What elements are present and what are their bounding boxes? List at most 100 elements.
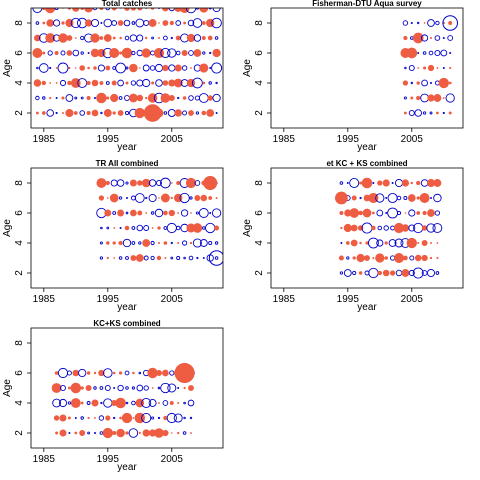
positive-residual-bubble [41,8,46,10]
positive-residual-bubble [96,92,107,104]
y-axis-label: Age [2,59,13,77]
negative-residual-bubble [175,20,182,26]
positive-residual-bubble [134,107,145,119]
positive-residual-bubble [158,402,160,404]
negative-residual-bubble [119,226,122,230]
negative-residual-bubble [434,210,441,216]
positive-residual-bubble [112,241,116,245]
negative-residual-bubble [173,413,183,423]
negative-residual-bubble [156,180,162,186]
negative-residual-bubble [442,67,445,69]
positive-residual-bubble [86,80,91,86]
negative-residual-bubble [339,271,344,275]
positive-residual-bubble [417,242,420,244]
positive-residual-bubble [183,386,186,390]
positive-residual-bubble [45,33,56,43]
negative-residual-bubble [160,177,171,189]
negative-residual-bubble [80,416,84,420]
positive-residual-bubble [162,369,169,377]
positive-residual-bubble [130,209,137,217]
positive-residual-bubble [74,431,78,435]
positive-residual-bubble [421,225,428,231]
negative-residual-bubble [42,96,46,100]
negative-residual-bubble [192,77,203,89]
positive-residual-bubble [438,77,449,89]
panel-title: KC+KS combined [93,319,160,328]
negative-residual-bubble [116,179,125,187]
negative-residual-bubble [126,197,128,199]
negative-residual-bubble [385,212,388,214]
negative-residual-bubble [106,226,110,230]
negative-residual-bubble [125,66,129,70]
positive-residual-bubble [42,21,46,25]
negative-residual-bubble [170,36,173,40]
positive-residual-bubble [174,109,182,117]
negative-residual-bubble [167,109,176,117]
positive-residual-bubble [417,67,420,69]
negative-residual-bubble [211,208,222,218]
negative-residual-bubble [189,416,193,420]
positive-residual-bubble [54,371,59,375]
positive-residual-bubble [365,241,369,245]
positive-residual-bubble [179,8,190,13]
negative-residual-bubble [124,110,130,116]
positive-residual-bubble [407,194,416,202]
positive-residual-bubble [141,48,151,58]
negative-residual-bubble [208,81,212,85]
negative-residual-bubble [32,8,43,14]
positive-residual-bubble [113,227,116,229]
y-axis-label: Age [242,219,253,237]
positive-residual-bubble [362,208,372,218]
positive-residual-bubble [406,237,417,249]
negative-residual-bubble [148,179,157,187]
positive-residual-bubble [410,181,414,185]
negative-residual-bubble [209,211,212,215]
positive-residual-bubble [403,35,408,41]
bubble-group [400,15,458,117]
negative-residual-bubble [60,385,66,391]
negative-residual-bubble [93,386,97,390]
negative-residual-bubble [79,110,85,116]
negative-residual-bubble [417,52,420,54]
positive-residual-bubble [106,256,109,260]
positive-residual-bubble [168,209,175,217]
bubble-group [32,8,223,122]
positive-residual-bubble [201,36,206,40]
positive-residual-bubble [117,110,124,116]
positive-residual-bubble [442,97,445,99]
negative-residual-bubble [148,193,157,203]
positive-residual-bubble [49,82,52,84]
positive-residual-bubble [421,254,428,262]
negative-residual-bubble [367,237,379,249]
negative-residual-bubble [136,224,144,232]
negative-residual-bubble [58,398,68,408]
negative-residual-bubble [202,257,205,259]
positive-residual-bubble [53,415,60,421]
negative-residual-bubble [131,400,136,406]
negative-residual-bubble [215,112,218,114]
positive-residual-bubble [421,240,428,246]
negative-residual-bubble [141,397,152,409]
positive-residual-bubble [412,32,424,44]
positive-residual-bubble [410,96,414,100]
positive-residual-bubble [201,110,207,116]
positive-residual-bubble [350,239,358,247]
positive-residual-bubble [190,67,192,69]
positive-residual-bubble [119,51,123,55]
negative-residual-bubble [212,8,221,13]
bubble-group [335,177,443,279]
positive-residual-bubble [429,256,433,260]
negative-residual-bubble [149,65,156,71]
positive-residual-bubble [34,34,41,42]
positive-residual-bubble [104,209,112,217]
positive-residual-bubble [79,65,85,71]
positive-residual-bubble [201,21,206,25]
positive-residual-bubble [427,94,435,102]
negative-residual-bubble [215,81,218,85]
negative-residual-bubble [49,66,52,70]
positive-residual-bubble [45,8,56,14]
panel-title: Fisherman-DTU Aqua survey [312,0,422,8]
positive-residual-bubble [382,269,390,277]
positive-residual-bubble [91,399,99,407]
negative-residual-bubble [160,382,171,394]
